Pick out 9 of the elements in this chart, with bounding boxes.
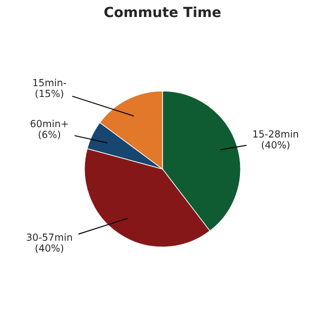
chart-title: Commute Time: [104, 6, 221, 18]
slice-label: 30-57min: [26, 233, 72, 241]
data-label: (15%): [36, 90, 64, 98]
data-label: (40%): [36, 244, 64, 253]
slice-label: 15-28min: [253, 130, 298, 138]
slice-label: 15min-: [33, 78, 66, 86]
data-label: (40%): [262, 140, 290, 150]
slice-label: 60min+: [30, 120, 68, 128]
data-label: (6%): [38, 130, 60, 140]
